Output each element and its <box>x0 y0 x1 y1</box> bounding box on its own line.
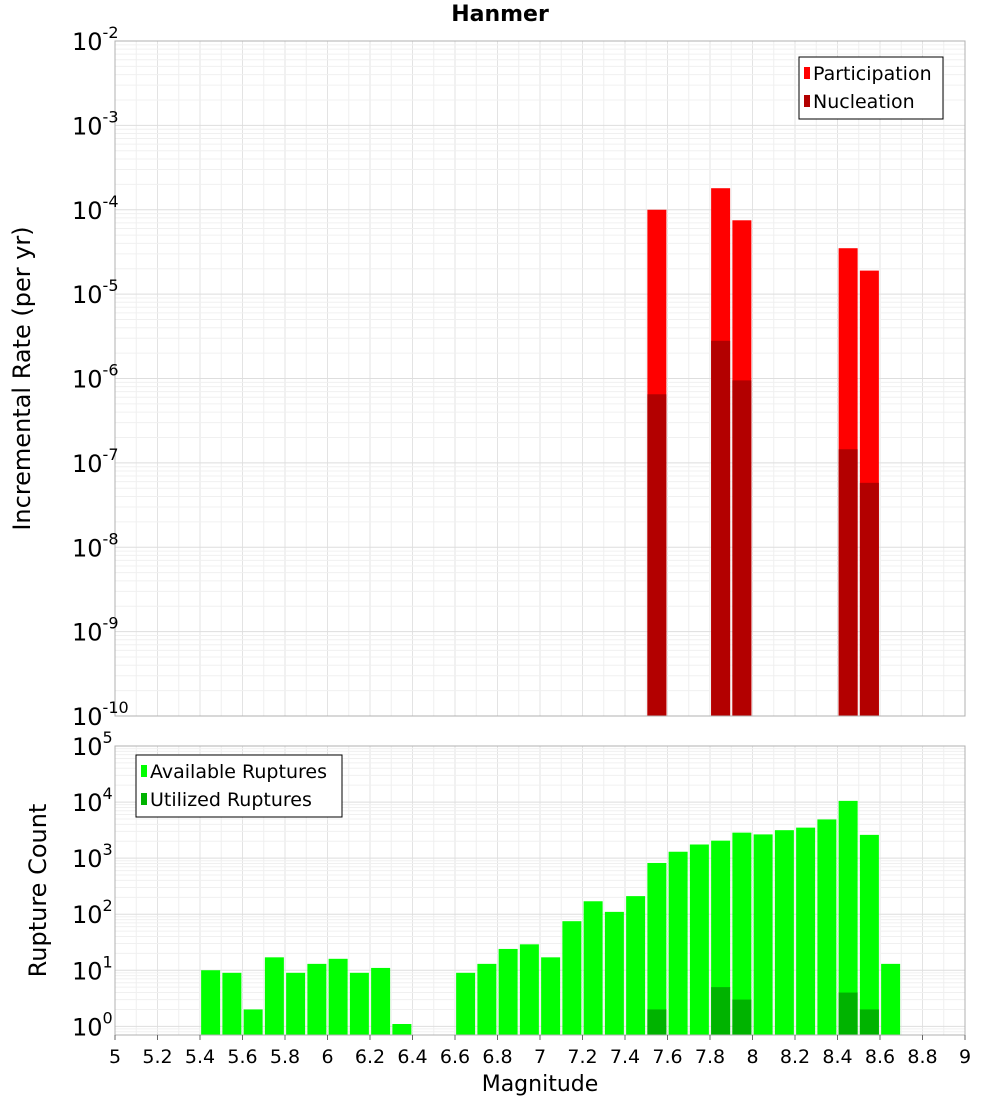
y-tick-label: 100 <box>72 1008 113 1041</box>
y-axis-label: Rupture Count <box>24 804 52 978</box>
bar-available-ruptures <box>583 901 603 1035</box>
y-tick-label: 101 <box>72 952 113 985</box>
x-tick-label: 8 <box>746 1046 758 1068</box>
y-tick-label: 104 <box>72 784 113 817</box>
bar-available-ruptures <box>328 958 348 1035</box>
y-tick-label: 10-5 <box>72 276 119 309</box>
y-tick-label: 10-2 <box>72 23 119 56</box>
x-tick-label: 7.2 <box>567 1046 597 1068</box>
bar-utilized-ruptures <box>838 992 858 1035</box>
x-tick-label: 6 <box>321 1046 333 1068</box>
bar-available-ruptures <box>668 851 688 1035</box>
legend-swatch <box>804 95 810 107</box>
chart-title: Hanmer <box>451 2 549 27</box>
bar-nucleation <box>711 340 731 716</box>
y-tick-label: 102 <box>72 896 113 929</box>
x-tick-label: 7.8 <box>695 1046 725 1068</box>
legend-label: Available Ruptures <box>150 761 327 783</box>
bar-nucleation <box>838 449 858 716</box>
bar-nucleation <box>859 482 879 716</box>
bar-available-ruptures <box>371 967 391 1035</box>
panel-0: 10-10 10-9 10-8 10-7 10-6 10-5 10-4 10-3 10-2 Inc… <box>8 23 966 731</box>
bar-available-ruptures <box>881 963 901 1035</box>
x-tick-label: 5.4 <box>185 1046 215 1068</box>
bar-available-ruptures <box>796 827 816 1035</box>
bar-available-ruptures <box>201 970 221 1035</box>
x-tick-label: 6.8 <box>482 1046 512 1068</box>
bar-available-ruptures <box>477 963 497 1035</box>
x-tick-label: 7.6 <box>652 1046 682 1068</box>
y-tick-label: 10-8 <box>72 529 119 562</box>
bar-available-ruptures <box>732 832 752 1035</box>
y-tick-label: 10-9 <box>72 614 119 647</box>
bar-available-ruptures <box>604 911 624 1035</box>
legend: Available Ruptures Utilized Ruptures <box>135 754 343 818</box>
x-tick-label: 6.6 <box>440 1046 470 1068</box>
x-tick-label: 8.6 <box>865 1046 895 1068</box>
legend: Participation Nucleation <box>798 56 944 120</box>
x-axis-label: Magnitude <box>482 1072 599 1097</box>
bar-available-ruptures <box>753 834 773 1035</box>
bar-available-ruptures <box>498 948 518 1035</box>
x-tick-label: 5.2 <box>142 1046 172 1068</box>
legend-box <box>798 56 944 120</box>
bar-utilized-ruptures <box>647 1009 667 1035</box>
bar-available-ruptures <box>349 972 369 1035</box>
x-tick-label: 5.8 <box>270 1046 300 1068</box>
bar-available-ruptures <box>286 972 306 1035</box>
y-tick-label: 10-4 <box>72 192 119 225</box>
bar-utilized-ruptures <box>711 987 731 1035</box>
bar-available-ruptures <box>243 1009 263 1035</box>
legend-swatch <box>141 793 147 805</box>
bar-utilized-ruptures <box>859 1009 879 1035</box>
legend-swatch <box>141 765 147 777</box>
bar-available-ruptures <box>647 862 667 1035</box>
bar-available-ruptures <box>392 1023 412 1035</box>
bar-available-ruptures <box>264 957 284 1035</box>
y-axis-label: Incremental Rate (per yr) <box>8 226 36 530</box>
x-tick-label: 6.2 <box>355 1046 385 1068</box>
bar-available-ruptures <box>562 921 582 1035</box>
bar-available-ruptures <box>456 972 476 1035</box>
plot-frame <box>114 40 966 717</box>
bar-available-ruptures <box>817 819 837 1035</box>
x-tick-label: 7 <box>534 1046 546 1068</box>
bar-utilized-ruptures <box>732 999 752 1035</box>
x-tick-label: 5 <box>109 1046 121 1068</box>
x-tick-label: 5.6 <box>227 1046 257 1068</box>
legend-label: Utilized Ruptures <box>150 789 312 811</box>
bar-available-ruptures <box>626 896 646 1035</box>
x-tick-label: 8.8 <box>907 1046 937 1068</box>
bar-available-ruptures <box>541 957 561 1035</box>
legend-box <box>135 754 343 818</box>
x-tick-label: 7.4 <box>610 1046 640 1068</box>
bar-available-ruptures <box>519 944 539 1035</box>
y-tick-label: 105 <box>72 728 113 761</box>
y-tick-label: 10-6 <box>72 361 119 394</box>
bar-nucleation <box>647 394 667 716</box>
bar-available-ruptures <box>689 844 709 1035</box>
bar-nucleation <box>732 380 752 716</box>
legend-label: Nucleation <box>813 91 915 113</box>
x-tick-label: 8.2 <box>780 1046 810 1068</box>
bar-available-ruptures <box>774 830 794 1035</box>
y-tick-label: 103 <box>72 840 113 873</box>
legend-swatch <box>804 67 810 79</box>
bar-available-ruptures <box>711 840 731 1035</box>
bar-available-ruptures <box>307 963 327 1035</box>
panel-1: 100 101 102 103 104 105 Rupture Count Available… <box>24 728 966 1041</box>
y-tick-label: 10-3 <box>72 107 119 140</box>
bar-available-ruptures <box>838 800 858 1035</box>
bar-available-ruptures <box>222 972 242 1035</box>
x-tick-label: 9 <box>959 1046 971 1068</box>
bar-available-ruptures <box>859 834 879 1035</box>
x-tick-label: 6.4 <box>397 1046 427 1068</box>
x-tick-label: 8.4 <box>822 1046 852 1068</box>
y-tick-label: 10-7 <box>72 445 119 478</box>
y-tick-label: 10-10 <box>72 698 129 731</box>
legend-label: Participation <box>813 63 932 85</box>
